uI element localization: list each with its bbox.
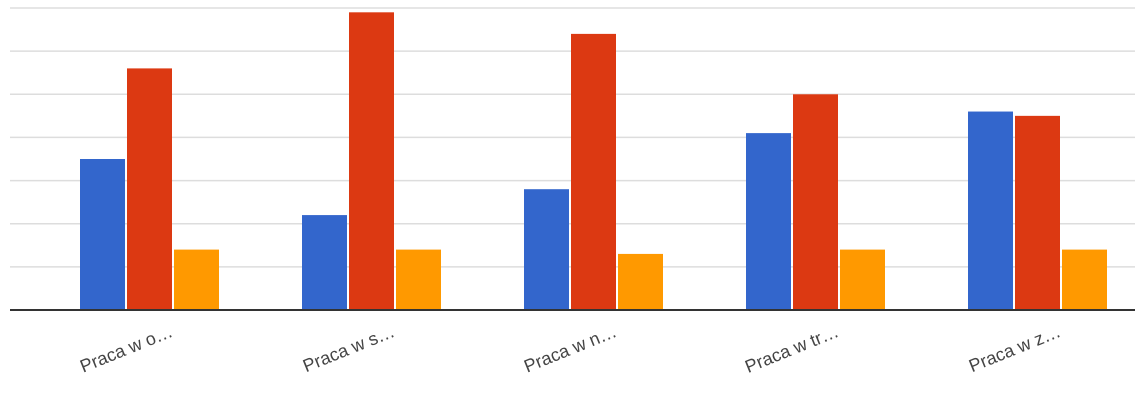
bar: [618, 253, 663, 310]
x-axis-tick-labels: Praca w o… Praca w s… Praca w n… Praca w tr…: [77, 321, 1063, 377]
bars: [80, 12, 1107, 311]
bar: [302, 215, 347, 310]
bar: [793, 94, 838, 311]
x-tick-label: Praca w o…: [77, 321, 175, 376]
x-tick-label: Praca w n…: [521, 321, 619, 376]
bar: [1062, 249, 1107, 310]
bar: [571, 33, 616, 311]
bar: [968, 111, 1013, 311]
bar: [524, 189, 569, 310]
bar: [746, 133, 791, 310]
bar: [1015, 115, 1060, 310]
bar: [174, 249, 219, 310]
bar: [349, 12, 394, 311]
bar: [80, 159, 125, 310]
bar: [840, 249, 885, 310]
x-tick-label: Praca w z…: [966, 321, 1063, 376]
x-tick-label: Praca w tr…: [742, 321, 841, 377]
bar: [396, 249, 441, 310]
x-tick-label: Praca w s…: [300, 321, 397, 376]
bar: [127, 68, 172, 311]
